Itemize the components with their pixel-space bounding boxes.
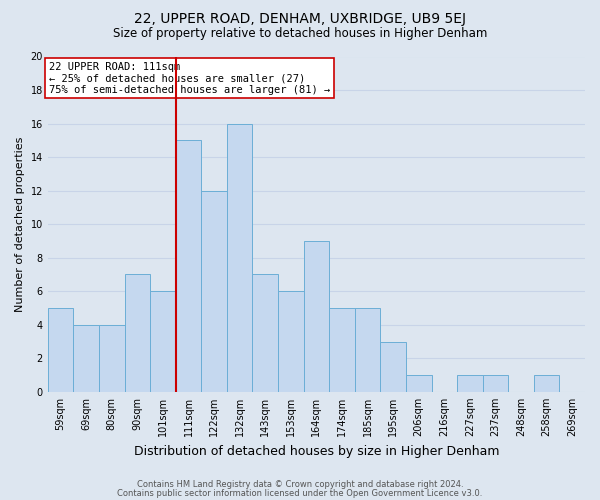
Bar bbox=[534, 375, 559, 392]
Bar bbox=[48, 308, 73, 392]
Bar bbox=[99, 324, 125, 392]
Bar bbox=[278, 291, 304, 392]
Bar bbox=[457, 375, 482, 392]
Bar bbox=[355, 308, 380, 392]
Bar bbox=[201, 190, 227, 392]
X-axis label: Distribution of detached houses by size in Higher Denham: Distribution of detached houses by size … bbox=[134, 444, 499, 458]
Y-axis label: Number of detached properties: Number of detached properties bbox=[15, 136, 25, 312]
Bar bbox=[150, 291, 176, 392]
Bar bbox=[304, 241, 329, 392]
Text: 22, UPPER ROAD, DENHAM, UXBRIDGE, UB9 5EJ: 22, UPPER ROAD, DENHAM, UXBRIDGE, UB9 5E… bbox=[134, 12, 466, 26]
Bar bbox=[482, 375, 508, 392]
Bar bbox=[380, 342, 406, 392]
Bar bbox=[73, 324, 99, 392]
Text: 22 UPPER ROAD: 111sqm
← 25% of detached houses are smaller (27)
75% of semi-deta: 22 UPPER ROAD: 111sqm ← 25% of detached … bbox=[49, 62, 331, 94]
Bar bbox=[125, 274, 150, 392]
Text: Size of property relative to detached houses in Higher Denham: Size of property relative to detached ho… bbox=[113, 28, 487, 40]
Bar bbox=[253, 274, 278, 392]
Bar bbox=[227, 124, 253, 392]
Text: Contains HM Land Registry data © Crown copyright and database right 2024.: Contains HM Land Registry data © Crown c… bbox=[137, 480, 463, 489]
Bar bbox=[329, 308, 355, 392]
Bar bbox=[406, 375, 431, 392]
Text: Contains public sector information licensed under the Open Government Licence v3: Contains public sector information licen… bbox=[118, 488, 482, 498]
Bar bbox=[176, 140, 201, 392]
